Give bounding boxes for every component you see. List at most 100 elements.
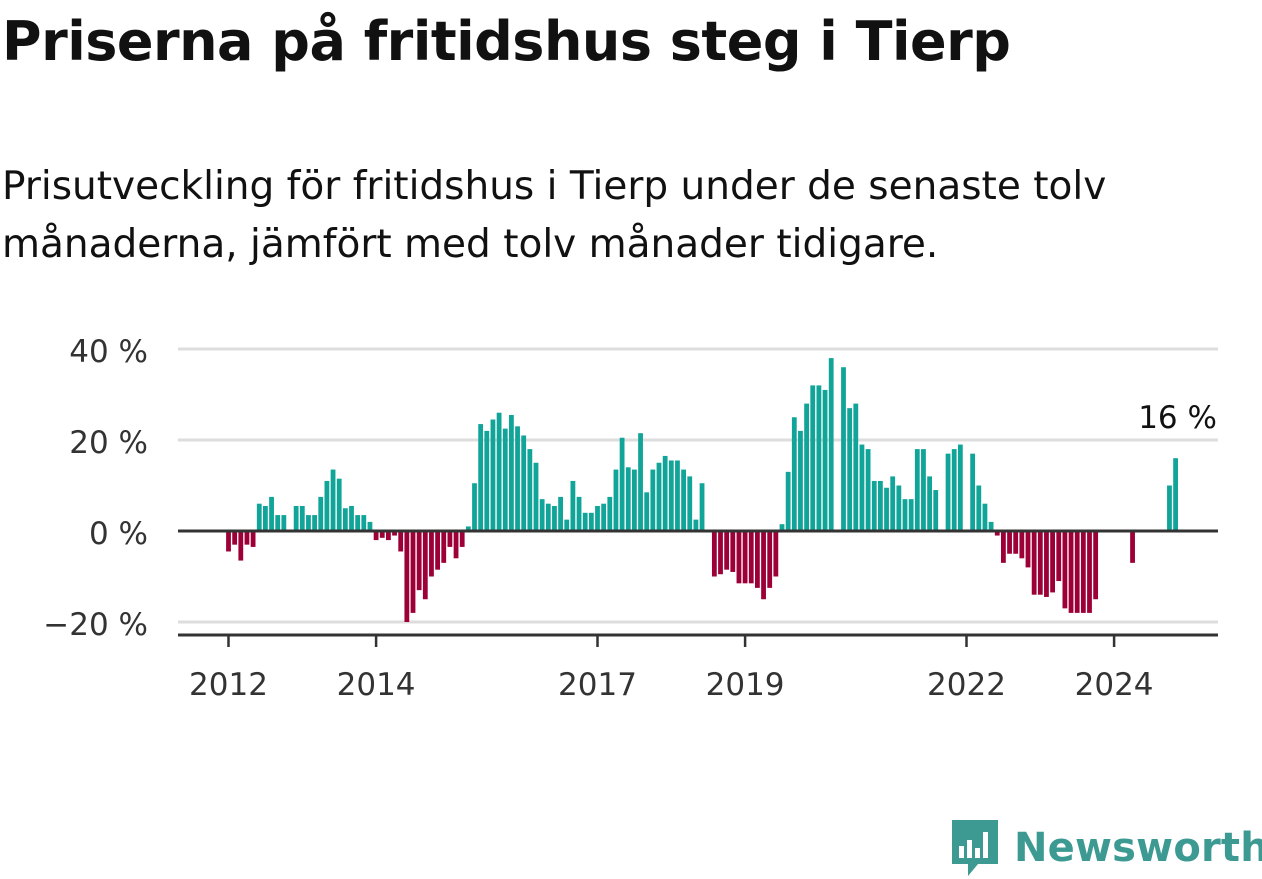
x-tick-label: 2022: [927, 667, 1006, 703]
bar: [687, 476, 693, 531]
bar: [576, 496, 582, 532]
bar: [607, 496, 613, 532]
bar: [1062, 531, 1068, 609]
bar: [367, 521, 373, 531]
bars: [226, 358, 1178, 622]
bar: [847, 408, 853, 531]
bar: [465, 526, 471, 531]
bar: [410, 531, 416, 613]
bar: [693, 519, 699, 532]
bar: [416, 531, 422, 591]
bar: [318, 496, 324, 532]
bar: [422, 531, 428, 600]
bar: [675, 460, 680, 531]
bar: [1050, 531, 1055, 593]
x-tick-label: 2012: [189, 667, 268, 703]
bar: [767, 531, 773, 588]
bar: [558, 496, 563, 532]
y-tick-label: 40 %: [69, 334, 148, 370]
bar: [1044, 531, 1049, 597]
bar: [355, 515, 361, 531]
bar: [644, 492, 650, 531]
bar: [275, 515, 281, 531]
bar: [711, 531, 717, 577]
bar: [632, 469, 637, 531]
bar: [1007, 531, 1012, 554]
bar: [1080, 531, 1086, 613]
bar: [976, 485, 982, 531]
bar: [527, 449, 533, 531]
x-tick-label: 2014: [337, 667, 416, 703]
y-tick-label: 0 %: [89, 516, 148, 552]
bar: [1056, 531, 1062, 582]
bar: [748, 531, 754, 584]
bar: [330, 469, 336, 531]
x-tick-label: 2024: [1075, 667, 1154, 703]
bar: [1068, 531, 1074, 613]
bar: [859, 444, 865, 531]
bar: [306, 515, 311, 531]
bar: [736, 531, 742, 584]
bar: [865, 449, 871, 531]
bar: [496, 412, 502, 531]
bar: [773, 531, 779, 577]
bar: [699, 483, 705, 531]
bar: [668, 460, 674, 531]
bar: [878, 480, 883, 531]
bar: [515, 426, 520, 531]
bar: [908, 499, 914, 531]
bar: [336, 478, 342, 531]
bar: [533, 462, 539, 531]
bar: [312, 515, 317, 531]
chart-subtitle: Prisutveckling för fritidshus i Tierp un…: [2, 164, 1107, 267]
bar: [681, 469, 686, 531]
bar: [1167, 485, 1172, 531]
bar: [545, 503, 551, 531]
bar: [730, 531, 736, 572]
bar: [638, 433, 643, 532]
bar: [1013, 531, 1019, 554]
bar: [656, 462, 662, 531]
bar: [588, 512, 594, 531]
y-tick-label: 20 %: [69, 425, 148, 461]
bar: [994, 531, 1000, 536]
bar: [570, 480, 576, 531]
bar: [933, 490, 939, 531]
bar: [798, 430, 803, 531]
bar: [601, 503, 607, 531]
brand-name: Newsworthy: [1014, 825, 1262, 871]
bar: [761, 531, 766, 600]
bar: [256, 503, 262, 531]
bar: [392, 531, 397, 536]
bar: [1093, 531, 1099, 600]
axes: [178, 529, 1218, 647]
bar: [459, 531, 465, 547]
last-value-annotation: 16 %: [1138, 400, 1217, 436]
bar: [927, 476, 932, 531]
bar: [250, 531, 256, 547]
bar: [379, 531, 385, 538]
bar: [361, 515, 367, 531]
bar: [564, 519, 570, 532]
bar: [988, 521, 994, 531]
bar: [453, 531, 459, 559]
bar: [841, 367, 846, 531]
bar: [478, 424, 484, 531]
bar: [269, 496, 274, 532]
x-tick-label: 2017: [558, 667, 637, 703]
bar: [429, 531, 434, 577]
bar: [816, 385, 822, 531]
bar: [982, 503, 988, 531]
bar: [447, 531, 453, 547]
bar: [871, 480, 877, 531]
bar: [902, 499, 908, 531]
bar: [502, 428, 508, 532]
bar: [1037, 531, 1043, 595]
bar: [896, 485, 902, 531]
bar: [791, 417, 797, 531]
bar: [890, 476, 896, 531]
bar: [662, 455, 668, 532]
bar: [650, 469, 656, 531]
bar: [921, 449, 926, 531]
bar: [957, 444, 963, 531]
